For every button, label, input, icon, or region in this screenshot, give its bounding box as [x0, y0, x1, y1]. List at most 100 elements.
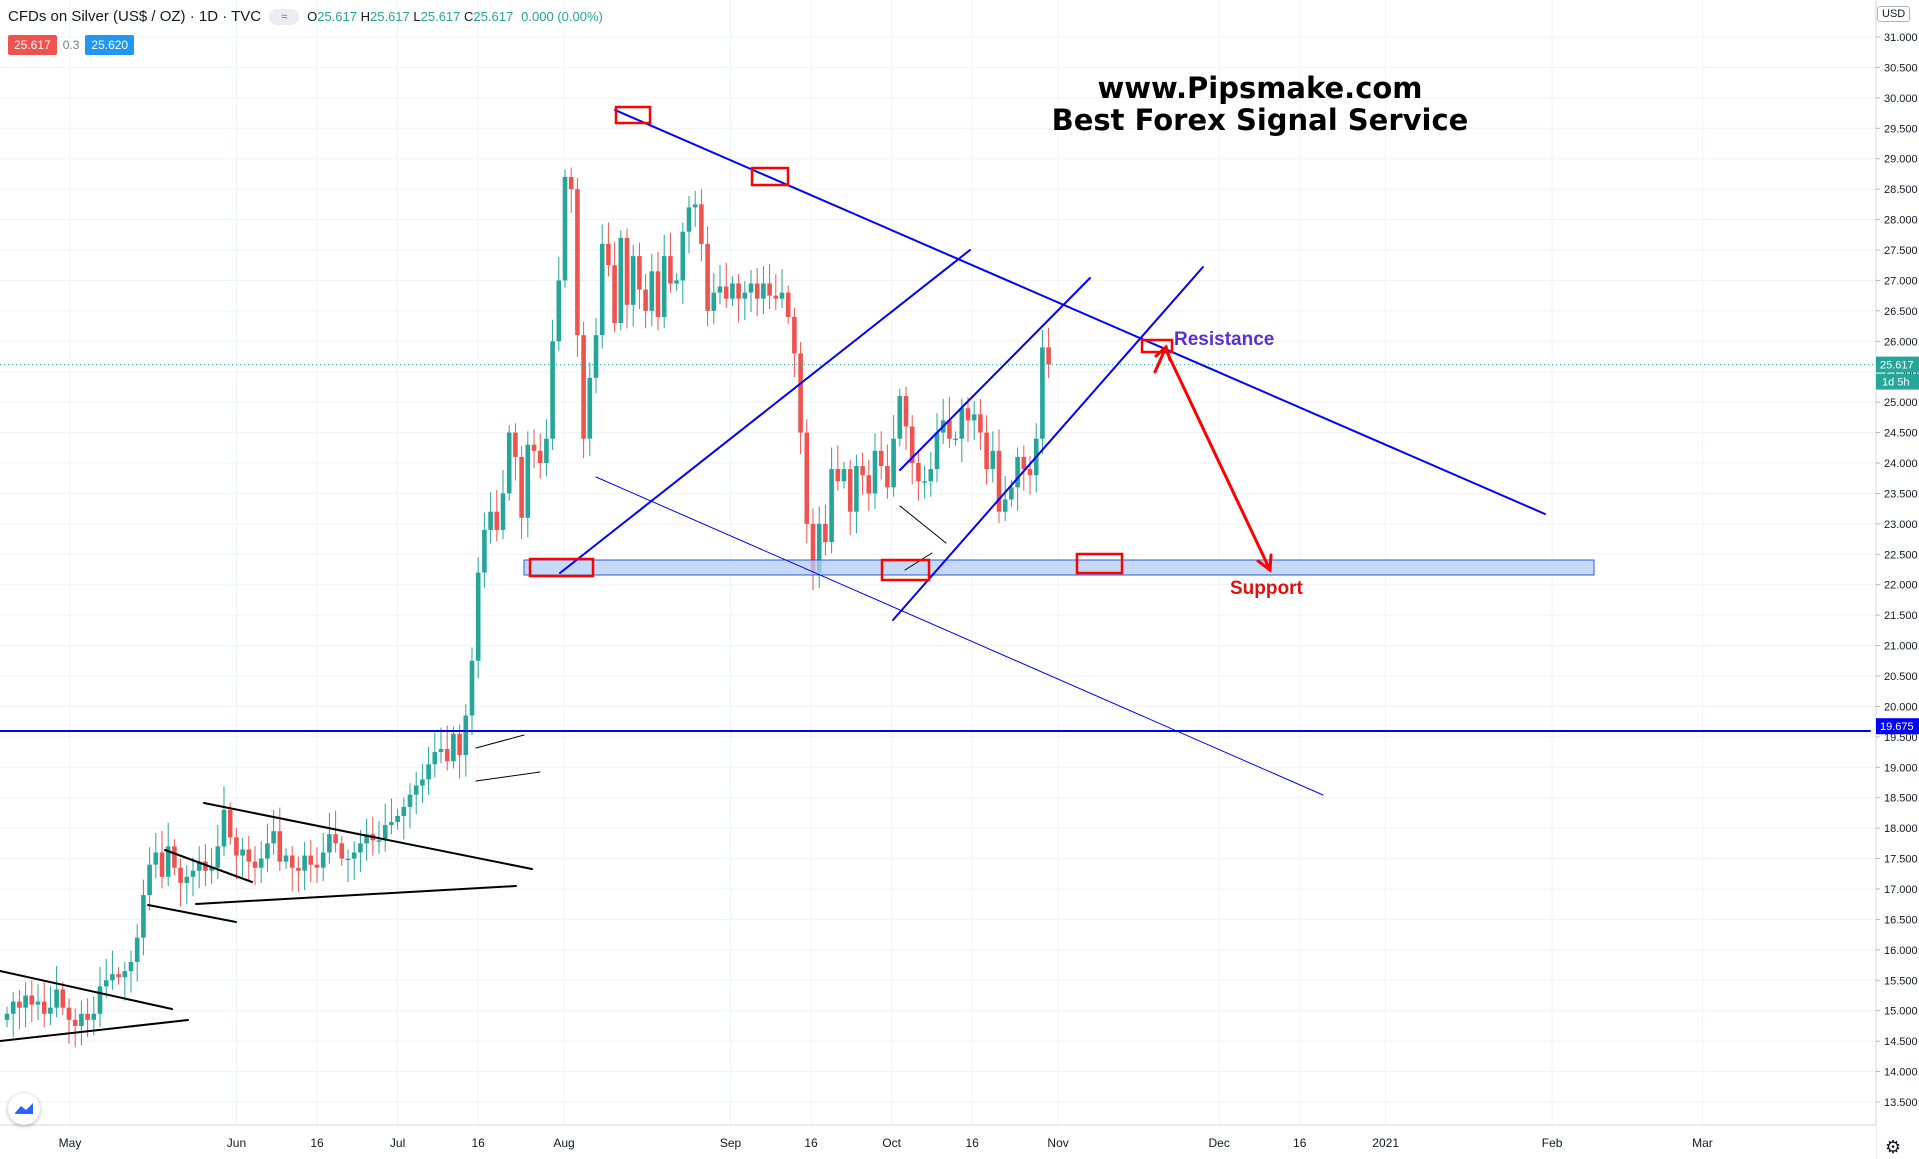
candle[interactable] [134, 924, 140, 982]
candle[interactable] [463, 704, 469, 777]
candle[interactable] [296, 856, 301, 893]
candle[interactable] [761, 266, 766, 315]
candle[interactable] [934, 413, 940, 483]
candle[interactable] [116, 966, 121, 985]
support-zone[interactable] [523, 559, 1595, 576]
candle[interactable] [922, 465, 927, 499]
candle[interactable] [457, 724, 462, 779]
candle[interactable] [196, 846, 202, 889]
candle[interactable] [587, 362, 593, 457]
candle[interactable] [674, 273, 679, 291]
ascending-support-line[interactable] [559, 249, 971, 574]
candle[interactable] [122, 961, 128, 1001]
candle[interactable] [128, 950, 134, 993]
candle[interactable] [407, 783, 413, 829]
candle[interactable] [544, 419, 549, 477]
candle[interactable] [513, 423, 518, 481]
candle[interactable] [996, 429, 1002, 524]
candle[interactable] [60, 982, 66, 1015]
candle[interactable] [147, 847, 152, 911]
candle[interactable] [488, 492, 493, 544]
ask-price-button[interactable]: 25.620 [85, 35, 135, 55]
candle[interactable] [1040, 329, 1045, 455]
candle[interactable] [550, 319, 555, 451]
candle[interactable] [1021, 445, 1027, 491]
candle[interactable] [916, 449, 921, 501]
candle[interactable] [10, 992, 16, 1038]
candle[interactable] [351, 841, 357, 881]
candle[interactable] [35, 984, 41, 1021]
candle[interactable] [1027, 455, 1033, 495]
candle[interactable] [327, 812, 332, 864]
candle[interactable] [525, 431, 531, 538]
candle[interactable] [897, 388, 903, 446]
candle[interactable] [444, 725, 450, 771]
candle[interactable] [990, 431, 996, 483]
candle[interactable] [265, 823, 270, 872]
candle[interactable] [798, 342, 803, 455]
candle[interactable] [984, 415, 989, 485]
candle[interactable] [971, 400, 977, 440]
candle[interactable] [314, 847, 320, 884]
candle[interactable] [252, 846, 258, 886]
candle[interactable] [221, 786, 227, 856]
candle[interactable] [165, 822, 171, 887]
candle[interactable] [878, 431, 884, 480]
candle[interactable] [159, 830, 165, 889]
resistance-trendline[interactable] [614, 109, 1546, 515]
candle[interactable] [153, 833, 159, 879]
candle[interactable] [302, 842, 307, 891]
candle[interactable] [395, 808, 400, 830]
candle[interactable] [668, 232, 673, 293]
candle[interactable] [723, 262, 729, 309]
candle[interactable] [531, 429, 537, 469]
candle[interactable] [79, 1000, 84, 1046]
visibility-eye-icon[interactable]: ≈ [269, 8, 300, 25]
candle[interactable] [606, 222, 611, 277]
candle[interactable] [612, 241, 617, 333]
candle[interactable] [581, 321, 586, 459]
candle[interactable] [785, 285, 791, 325]
candle[interactable] [599, 224, 605, 349]
candle[interactable] [469, 647, 475, 736]
candle[interactable] [593, 317, 599, 394]
candle[interactable] [748, 270, 754, 313]
candle[interactable] [909, 415, 915, 485]
candle[interactable] [190, 857, 196, 897]
candle[interactable] [358, 829, 363, 872]
candle[interactable] [717, 265, 723, 304]
candle[interactable] [72, 1008, 78, 1048]
candle[interactable] [482, 512, 487, 588]
candle[interactable] [97, 966, 103, 1028]
settings-gear-icon[interactable]: ⚙ [1885, 1137, 1902, 1157]
candle[interactable] [575, 177, 580, 357]
candle[interactable] [823, 504, 828, 556]
candle[interactable] [234, 827, 239, 880]
candle[interactable] [500, 469, 506, 540]
candle[interactable] [643, 274, 648, 329]
candle[interactable] [1046, 327, 1051, 378]
candle[interactable] [438, 727, 444, 764]
candle[interactable] [885, 444, 890, 499]
candle[interactable] [426, 746, 431, 795]
candle[interactable] [451, 726, 456, 769]
candle[interactable] [965, 396, 971, 442]
candle[interactable] [506, 425, 512, 501]
candle[interactable] [860, 452, 865, 495]
candle[interactable] [519, 445, 524, 540]
candle[interactable] [711, 273, 717, 325]
candle[interactable] [829, 447, 834, 554]
candle[interactable] [940, 398, 946, 444]
candle[interactable] [891, 415, 896, 497]
candle[interactable] [475, 557, 481, 679]
candle[interactable] [835, 445, 841, 491]
candle[interactable] [537, 433, 543, 479]
candle[interactable] [736, 274, 741, 323]
candle[interactable] [742, 281, 748, 321]
candle[interactable] [959, 398, 965, 463]
candle[interactable] [730, 276, 735, 306]
candle[interactable] [953, 431, 958, 446]
candle[interactable] [382, 803, 388, 852]
candle[interactable] [810, 508, 816, 590]
